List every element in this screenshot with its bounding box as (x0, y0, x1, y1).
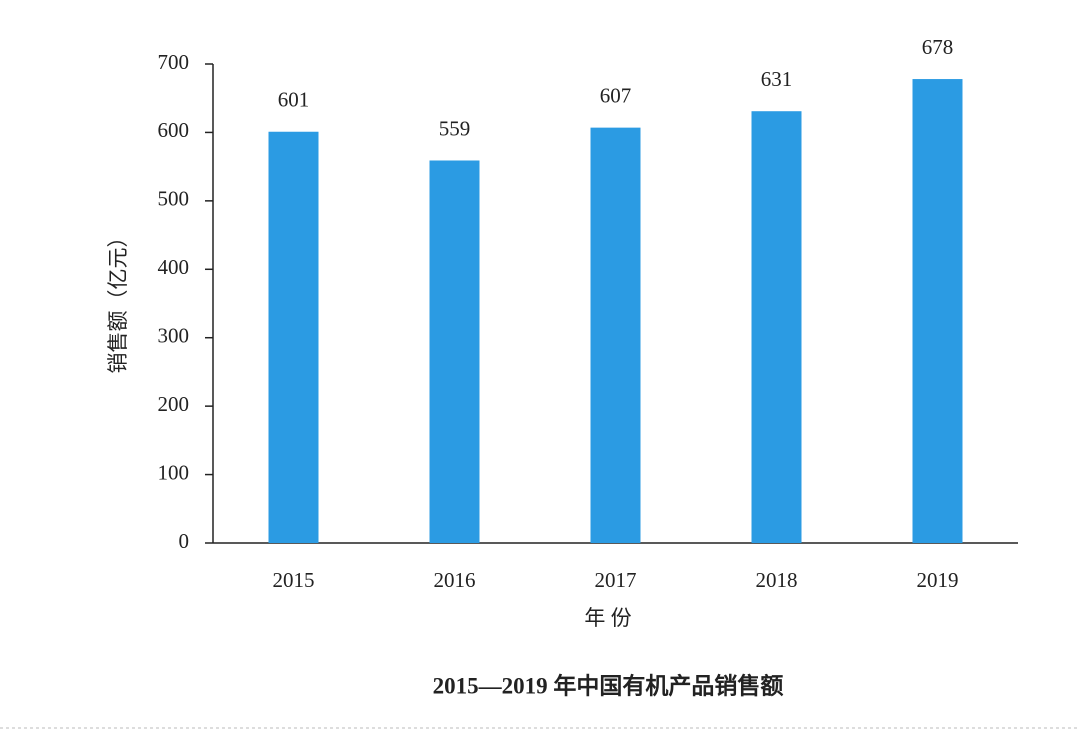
y-tick-label: 300 (158, 324, 190, 348)
y-tick-label: 500 (158, 187, 190, 211)
bar (590, 127, 641, 543)
value-label: 601 (278, 88, 310, 112)
value-label: 678 (922, 35, 954, 59)
value-label: 607 (600, 83, 632, 107)
x-tick-label: 2019 (917, 568, 959, 592)
x-tick-label: 2016 (434, 568, 476, 592)
y-tick-label: 700 (158, 50, 190, 74)
chart-title: 2015—2019 年中国有机产品销售额 (433, 672, 784, 698)
bar (429, 160, 480, 543)
value-label: 559 (439, 116, 471, 140)
x-tick-label: 2015 (273, 568, 315, 592)
x-tick-label: 2018 (756, 568, 798, 592)
value-label: 631 (761, 67, 793, 91)
bar (912, 79, 963, 543)
bar (751, 111, 802, 544)
x-axis-title: 年 份 (584, 606, 631, 630)
y-tick-label: 400 (158, 255, 190, 279)
x-tick-label: 2017 (595, 568, 637, 592)
y-axis-title: 销售额（亿元） (106, 227, 130, 374)
y-tick-label: 0 (179, 529, 190, 553)
y-tick-label: 100 (158, 460, 190, 484)
y-tick-label: 600 (158, 118, 190, 142)
y-tick-label: 200 (158, 392, 190, 416)
bar (268, 131, 319, 543)
